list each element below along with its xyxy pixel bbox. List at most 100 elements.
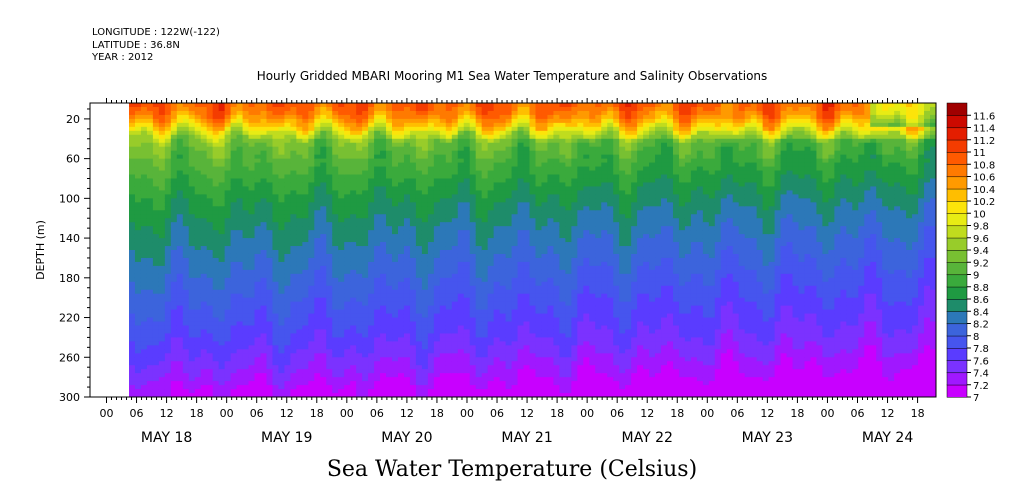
heatmap-cell: [356, 126, 363, 132]
heatmap-cell: [236, 261, 244, 267]
heatmap-cell: [254, 226, 262, 231]
heatmap-cell: [284, 230, 291, 235]
heatmap-cell: [170, 214, 178, 219]
heatmap-cell: [362, 385, 369, 390]
heatmap-cell: [320, 325, 327, 331]
heatmap-cell: [409, 369, 417, 374]
heatmap-cell: [517, 289, 525, 295]
heatmap-cell: [409, 214, 417, 219]
heatmap-cell: [188, 242, 196, 247]
heatmap-cell: [338, 106, 345, 112]
heatmap-cell: [152, 381, 160, 386]
heatmap-cell: [248, 110, 256, 116]
heatmap-cell: [421, 230, 429, 235]
heatmap-cell: [439, 265, 447, 271]
heatmap-cell: [517, 253, 525, 259]
heatmap-cell: [182, 226, 190, 231]
heatmap-cell: [403, 373, 411, 378]
heatmap-cell: [248, 103, 256, 108]
heatmap-cell: [290, 234, 297, 239]
heatmap-cell: [176, 138, 184, 144]
heatmap-cell: [392, 170, 399, 176]
heatmap-cell: [308, 166, 315, 172]
heatmap-cell: [212, 269, 220, 275]
heatmap-cell: [302, 317, 309, 323]
heatmap-cell: [368, 118, 375, 124]
heatmap-cell: [356, 174, 363, 180]
heatmap-cell: [224, 317, 232, 323]
heatmap-cell: [314, 154, 321, 160]
heatmap-cell: [344, 265, 351, 271]
heatmap-cell: [266, 222, 274, 227]
heatmap-cell: [176, 285, 184, 291]
heatmap-cell: [332, 234, 339, 239]
heatmap-cell: [344, 146, 351, 152]
heatmap-cell: [218, 142, 226, 148]
heatmap-cell: [200, 373, 208, 378]
heatmap-cell: [129, 349, 136, 354]
heatmap-cell: [451, 134, 459, 140]
heatmap-cell: [356, 357, 363, 362]
heatmap-cell: [398, 273, 405, 279]
heatmap-cell: [242, 122, 250, 128]
heatmap-cell: [302, 182, 309, 188]
heatmap-cell: [463, 162, 471, 168]
heatmap-cell: [302, 234, 309, 239]
heatmap-cell: [433, 114, 441, 120]
heatmap-cell: [290, 329, 297, 335]
heatmap-cell: [433, 166, 441, 172]
heatmap-cell: [451, 337, 459, 342]
heatmap-cell: [493, 230, 501, 235]
heatmap-cell: [362, 317, 369, 323]
heatmap-cell: [266, 389, 274, 394]
heatmap-cell: [326, 170, 333, 176]
heatmap-cell: [302, 174, 309, 180]
heatmap-cell: [302, 357, 309, 362]
heatmap-cell: [380, 361, 387, 366]
heatmap-cell: [338, 277, 345, 283]
heatmap-cell: [529, 103, 537, 108]
heatmap-cell: [152, 265, 160, 271]
heatmap-cell: [242, 134, 250, 140]
heatmap-cell: [308, 305, 315, 311]
heatmap-cell: [457, 122, 465, 128]
heatmap-cell: [260, 277, 268, 283]
heatmap-cell: [224, 146, 232, 152]
heatmap-cell: [140, 114, 148, 120]
heatmap-cell: [439, 142, 447, 148]
heatmap-cell: [302, 301, 309, 307]
heatmap-cell: [421, 178, 429, 184]
heatmap-cell: [254, 373, 262, 378]
heatmap-cell: [182, 373, 190, 378]
heatmap-cell: [386, 202, 393, 207]
heatmap-cell: [278, 253, 286, 259]
heatmap-cell: [254, 134, 262, 140]
heatmap-cell: [212, 389, 220, 394]
heatmap-cell: [511, 138, 519, 144]
heatmap-cell: [254, 150, 262, 156]
heatmap-cell: [421, 174, 429, 180]
heatmap-cell: [374, 182, 381, 188]
heatmap-cell: [433, 222, 441, 227]
heatmap-cell: [511, 293, 519, 299]
heatmap-cell: [499, 337, 507, 342]
heatmap-cell: [523, 285, 531, 291]
heatmap-cell: [302, 389, 309, 394]
heatmap-cell: [475, 277, 483, 283]
heatmap-cell: [463, 194, 471, 199]
heatmap-cell: [409, 261, 417, 267]
heatmap-cell: [475, 333, 483, 338]
heatmap-cell: [499, 142, 507, 148]
heatmap-cell: [248, 126, 256, 132]
heatmap-cell: [146, 106, 154, 112]
heatmap-cell: [272, 130, 280, 136]
heatmap-cell: [403, 393, 411, 397]
heatmap-cell: [356, 110, 363, 116]
heatmap-cell: [290, 361, 297, 366]
heatmap-cell: [170, 385, 178, 390]
heatmap-cell: [308, 138, 315, 144]
heatmap-cell: [415, 202, 423, 207]
heatmap-cell: [392, 261, 399, 267]
heatmap-cell: [230, 277, 238, 283]
heatmap-cell: [230, 106, 238, 112]
